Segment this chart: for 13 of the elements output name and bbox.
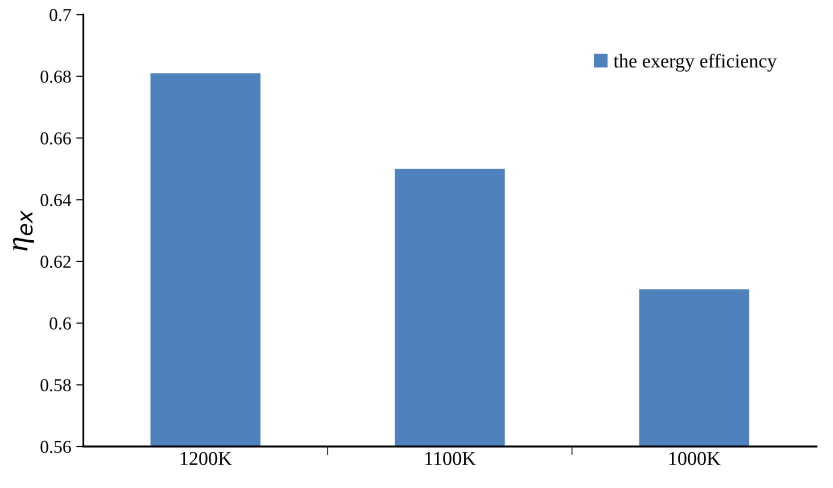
y-tick-label: 0.58 — [40, 379, 71, 392]
y-tick-label: 0.56 — [40, 440, 71, 454]
y-tick-label: 0.7 — [50, 8, 71, 22]
y-tick-label: 0.64 — [40, 194, 72, 206]
x-tick-label: 1000K — [669, 452, 720, 466]
y-axis-title: η$_{ex}$ — [12, 210, 34, 251]
y-tick-label: 0.68 — [40, 70, 71, 83]
legend-label: the exergy efficiency — [614, 54, 777, 72]
y-tick-label: 0.62 — [40, 256, 70, 268]
x-tick-label: 1200K — [180, 452, 232, 466]
y-tick-label: 0.66 — [40, 132, 71, 145]
x-tick-label: 1100K — [425, 452, 476, 466]
y-tick-label: 0.6 — [50, 317, 71, 330]
